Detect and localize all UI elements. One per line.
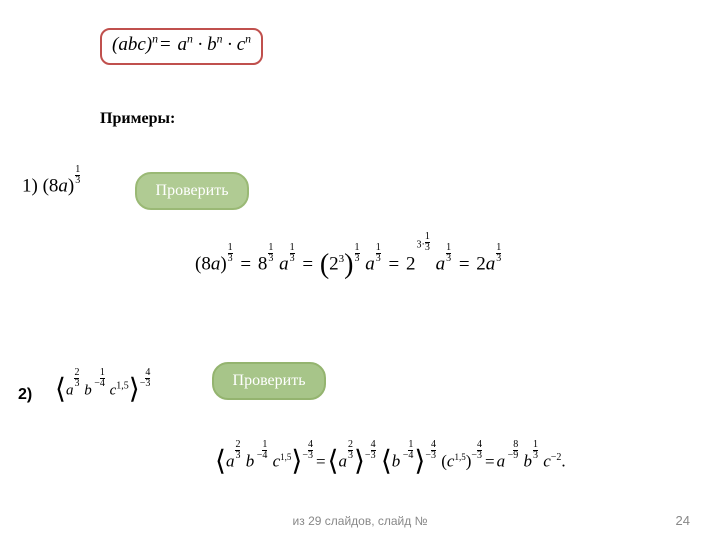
page-number: 24 [676,513,690,528]
example-2-solution: ⟨a23 b −14 c1,5⟩−43=⟨a23⟩−43 ⟨b −14⟩−43 … [215,440,566,478]
examples-label: Примеры: [100,110,175,128]
example-2-label: 2) [18,386,32,404]
check-button-2[interactable]: Проверить [212,362,326,400]
example-1-solution: (8a)13 = 813 a13 = (23)13 a13 = 23·133 a… [195,232,502,281]
example-1-expression: 1) (8a)13 [22,165,81,198]
example-2-expression: ⟨a23 b −14 c1,5⟩−43 [55,368,151,406]
main-formula: (abc)n= an · bn · cn [112,34,251,55]
footer-text: из 29 слайдов, слайд № [0,514,720,528]
main-formula-box: (abc)n= an · bn · cn [100,28,263,65]
check-button-1[interactable]: Проверить [135,172,249,210]
